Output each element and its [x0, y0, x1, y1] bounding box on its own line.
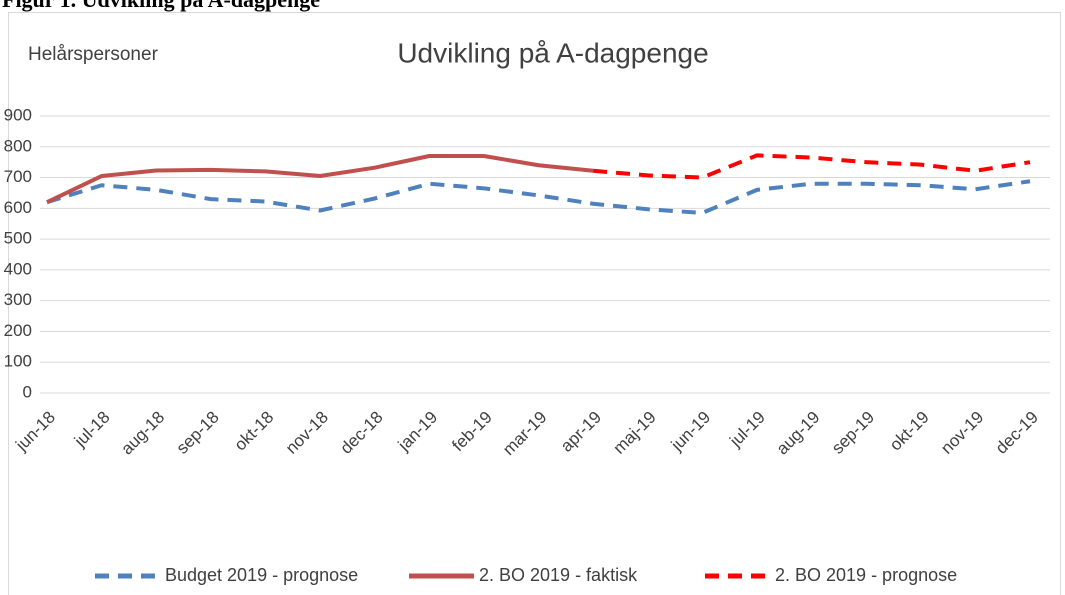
series-line	[46, 179, 1031, 215]
y-tick-label: 300	[4, 290, 32, 309]
x-tick-label: jun-19	[667, 408, 715, 456]
x-tick-label: sep-19	[828, 408, 878, 458]
chart-title: Udvikling på A-dagpenge	[397, 37, 708, 68]
x-tick-label: apr-19	[557, 408, 605, 456]
x-tick-label: sep-18	[173, 408, 223, 458]
series-line	[592, 153, 1031, 180]
y-axis-label: Helårspersoner	[28, 44, 159, 65]
x-tick-label: dec-19	[992, 408, 1042, 458]
x-tick-label: jan-19	[394, 408, 442, 456]
caption: Figur 1. Udvikling på A-dagpenge	[2, 0, 320, 12]
y-tick-label: 600	[4, 198, 32, 217]
x-tick-label: jun-18	[11, 408, 59, 456]
y-tick-label: 700	[4, 167, 32, 186]
x-tick-label: dec-18	[336, 408, 386, 458]
y-tick-label: 200	[4, 321, 32, 340]
x-tick-label: feb-19	[448, 408, 496, 456]
legend-label: 2. BO 2019 - faktisk	[479, 565, 638, 585]
x-tick-label: maj-19	[610, 408, 660, 458]
y-tick-label: 100	[4, 352, 32, 371]
y-tick-label: 900	[4, 105, 32, 124]
series-line	[46, 154, 594, 204]
x-tick-label: nov-18	[282, 408, 332, 458]
y-tick-label: 500	[4, 229, 32, 248]
x-tick-label: mar-19	[499, 408, 551, 460]
x-tick-label: okt-18	[231, 408, 278, 455]
x-tick-label: jul-19	[725, 408, 769, 452]
y-tick-label: 400	[4, 259, 32, 278]
y-tick-label: 800	[4, 136, 32, 155]
y-tick-label: 0	[23, 382, 32, 401]
x-tick-label: okt-19	[886, 408, 933, 455]
x-tick-label: aug-18	[117, 408, 168, 459]
x-tick-label: aug-19	[773, 408, 824, 459]
legend-label: Budget 2019 - prognose	[165, 565, 358, 585]
x-tick-label: nov-19	[937, 408, 987, 458]
legend-label: 2. BO 2019 - prognose	[775, 565, 957, 585]
chart-border	[8, 12, 1061, 595]
x-tick-label: jul-18	[70, 408, 114, 452]
